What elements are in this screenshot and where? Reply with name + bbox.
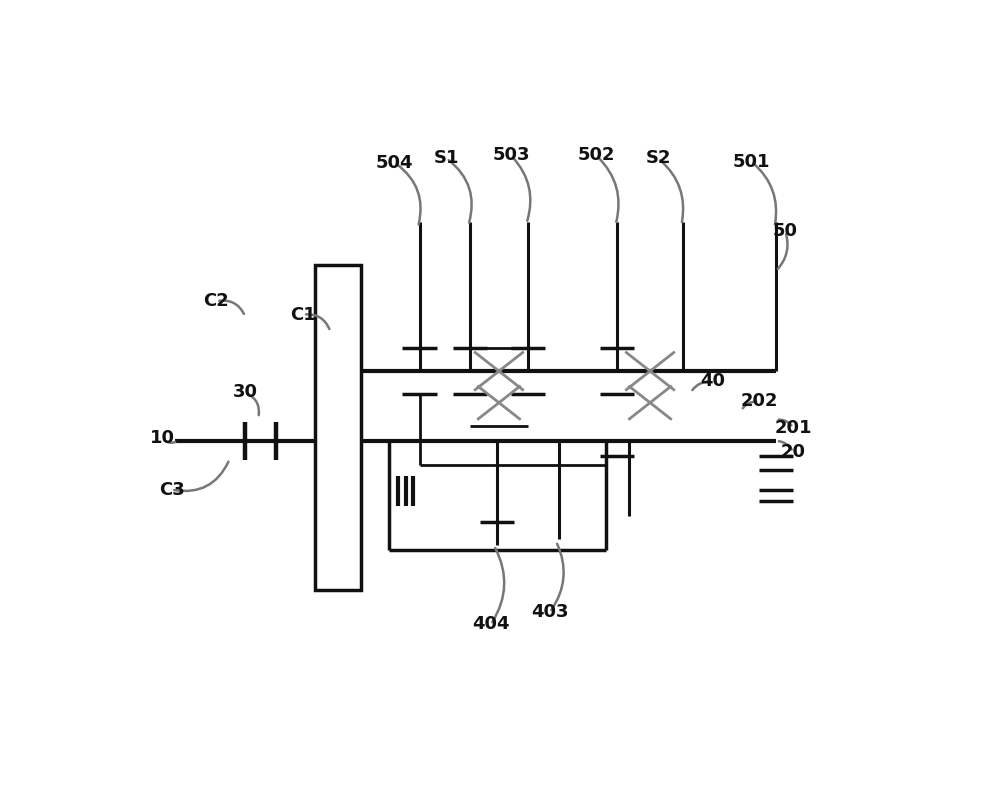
Text: 502: 502 [577, 147, 615, 164]
Text: 202: 202 [740, 392, 778, 410]
Text: 50: 50 [773, 222, 798, 241]
Text: 501: 501 [732, 152, 770, 170]
Text: C2: C2 [204, 292, 229, 310]
Text: 504: 504 [376, 154, 413, 172]
Text: C3: C3 [159, 481, 184, 499]
Text: C1: C1 [290, 305, 316, 323]
Text: 403: 403 [531, 604, 568, 621]
Text: 10: 10 [150, 429, 175, 447]
Text: 30: 30 [233, 383, 258, 402]
Text: 40: 40 [700, 372, 725, 391]
Text: 503: 503 [492, 147, 530, 164]
Text: S2: S2 [645, 149, 671, 167]
Text: 201: 201 [774, 419, 812, 436]
Text: 20: 20 [781, 443, 806, 461]
Text: S1: S1 [434, 149, 459, 167]
Bar [315, 265, 361, 590]
Text: 404: 404 [472, 615, 510, 634]
